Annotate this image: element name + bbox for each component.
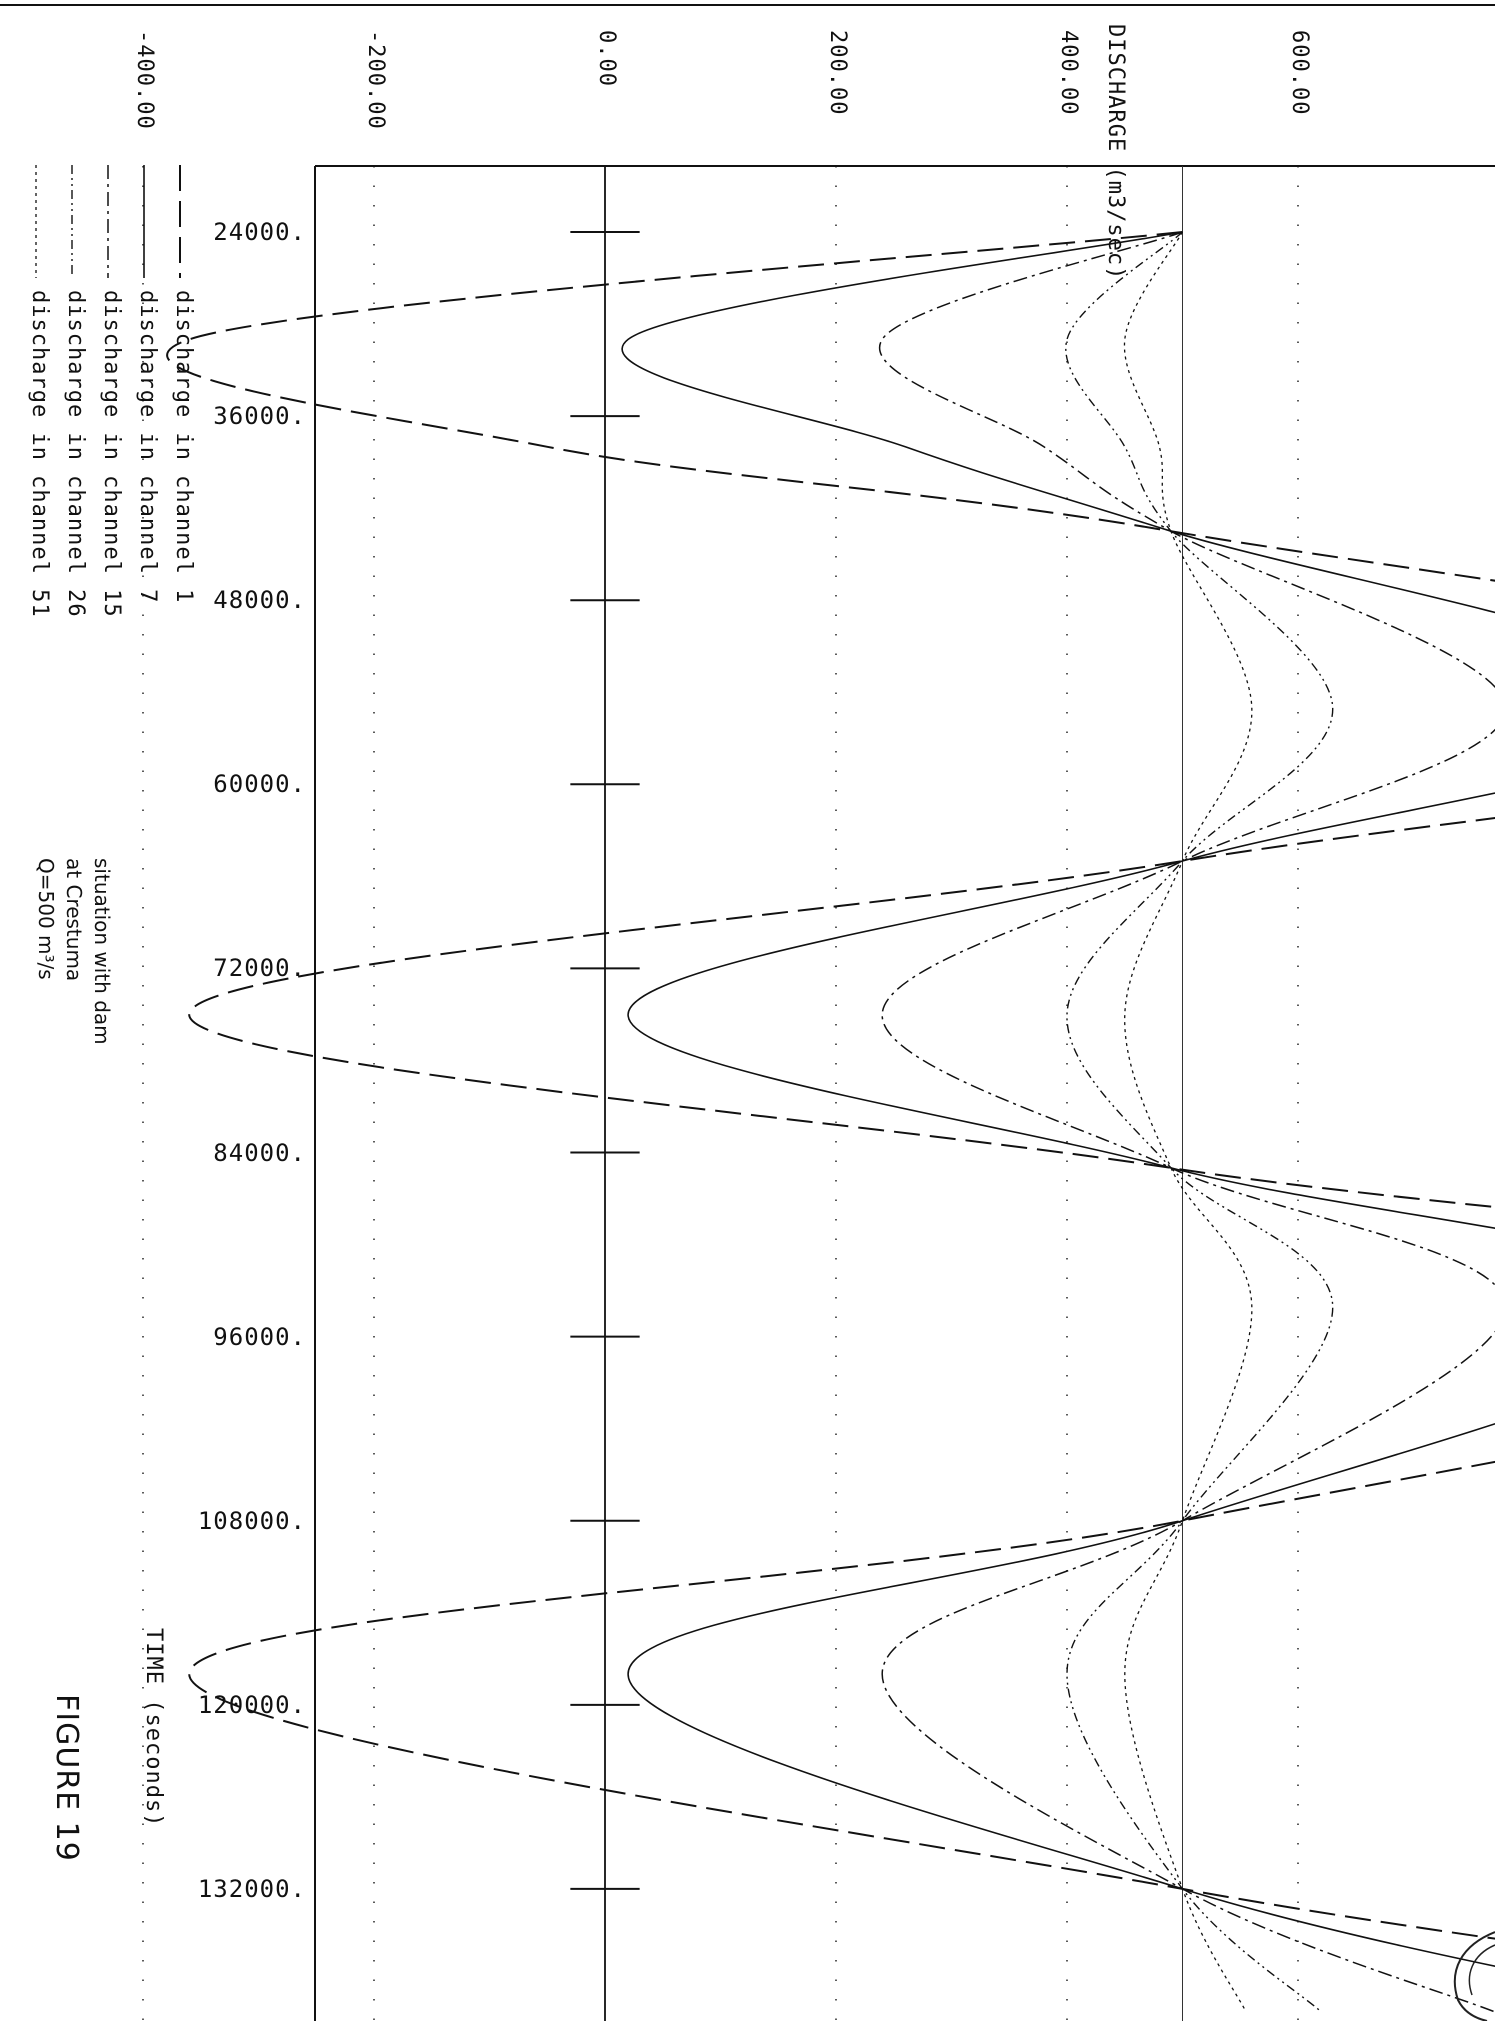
time-tick-label-8: 120000. bbox=[197, 1690, 306, 1719]
time-tick-label-3: 60000. bbox=[213, 770, 306, 799]
axes bbox=[0, 4, 1495, 2021]
time-tick-label-5: 84000. bbox=[213, 1138, 306, 1167]
grid-lines bbox=[142, 166, 1299, 2021]
legend-entry-channel-51: discharge in channel 51 bbox=[27, 290, 52, 618]
time-axis-title: TIME (seconds) bbox=[141, 1628, 166, 1828]
series-line-1 bbox=[166, 231, 1495, 1940]
discharge-tick-label-5: 600.00 bbox=[1287, 30, 1312, 116]
corner-curl-decoration bbox=[1453, 1931, 1495, 2021]
discharge-tick-label-0: -400.00 bbox=[132, 30, 157, 130]
series-line-3 bbox=[878, 231, 1495, 2013]
annotation-line-3: Q=500 m³/s bbox=[34, 858, 58, 980]
time-tick-label-7: 108000. bbox=[197, 1506, 306, 1535]
legend-entry-channel-26: discharge in channel 26 bbox=[63, 290, 88, 618]
annotation-line-2: at Crestuma bbox=[62, 858, 86, 982]
legend-entry-channel-1: discharge in channel 1 bbox=[171, 290, 196, 604]
legend-swatches bbox=[35, 165, 181, 278]
time-tick-label-6: 96000. bbox=[213, 1322, 306, 1351]
discharge-tick-label-2: 0.00 bbox=[594, 30, 619, 87]
series-line-4 bbox=[1065, 231, 1334, 2013]
discharge-tick-label-3: 200.00 bbox=[825, 30, 850, 116]
time-tick-label-1: 36000. bbox=[213, 402, 306, 431]
time-tick-label-2: 48000. bbox=[213, 586, 306, 615]
corner-curl-decoration-inner bbox=[1468, 1944, 1495, 1996]
time-tick-label-0: 24000. bbox=[213, 218, 306, 246]
legend-entry-channel-7: discharge in channel 7 bbox=[135, 290, 160, 604]
discharge-tick-label-4: 400.00 bbox=[1056, 30, 1081, 116]
legend-entry-channel-15: discharge in channel 15 bbox=[99, 290, 124, 618]
series-lines bbox=[166, 231, 1495, 2013]
annotation-line-1: situation with dam bbox=[90, 858, 114, 1045]
series-line-2 bbox=[621, 231, 1495, 1968]
series-line-5 bbox=[1123, 231, 1253, 2012]
discharge-tick-label-1: -200.00 bbox=[363, 30, 388, 130]
figure-label: FIGURE 19 bbox=[49, 1694, 84, 1862]
time-tick-label-4: 72000. bbox=[213, 954, 306, 983]
time-tick-marks bbox=[570, 231, 640, 1890]
time-tick-label-9: 132000. bbox=[197, 1874, 306, 1903]
discharge-axis-title: DISCHARGE (m3/sec) bbox=[1103, 24, 1128, 281]
